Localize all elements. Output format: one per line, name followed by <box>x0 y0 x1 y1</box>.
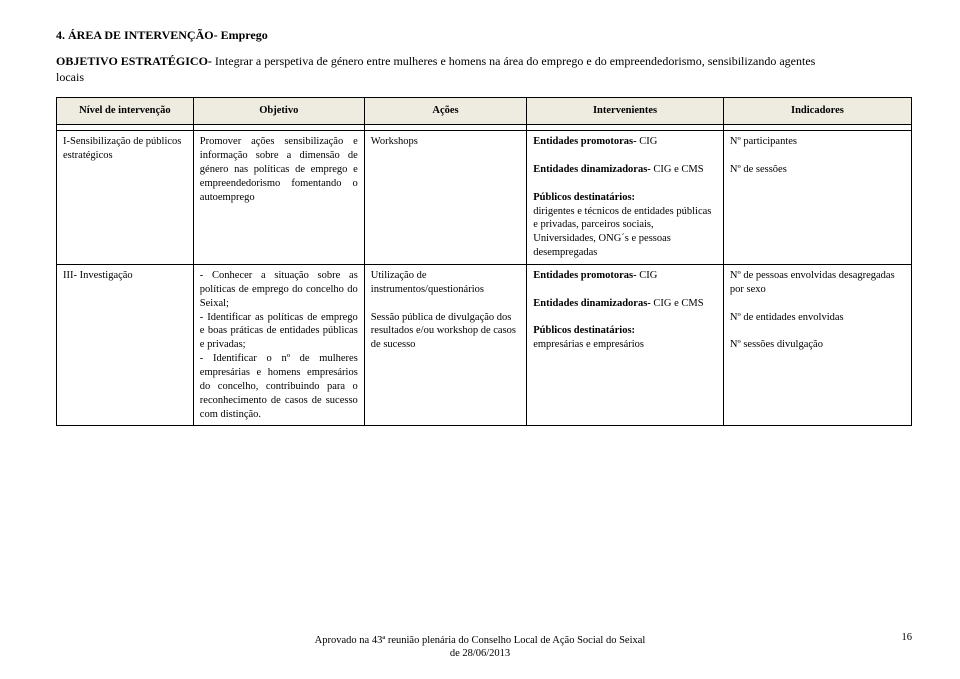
cell-indic: Nº de pessoas envolvidas desagregadas po… <box>723 264 911 425</box>
strategic-objective: OBJETIVO ESTRATÉGICO- Integrar a perspet… <box>56 53 836 85</box>
indic-line: Nº de sessões <box>730 164 787 175</box>
indic-line: Nº de pessoas envolvidas desagregadas po… <box>730 270 895 295</box>
cell-inter: Entidades promotoras- CIG Entidades dina… <box>527 264 724 425</box>
cell-inter: Entidades promotoras- CIG Entidades dina… <box>527 131 724 265</box>
inter-destinatarios-val: dirigentes e técnicos de entidades públi… <box>533 206 711 259</box>
inter-promotoras-label: Entidades promotoras- <box>533 270 636 281</box>
document-page: 4. ÁREA DE INTERVENÇÃO- Emprego OBJETIVO… <box>0 0 960 679</box>
indic-line: Nº de entidades envolvidas <box>730 312 844 323</box>
inter-promotoras-val: CIG <box>637 136 658 147</box>
cell-nivel: III- Investigação <box>57 264 194 425</box>
strategic-label: OBJETIVO ESTRATÉGICO- <box>56 54 215 68</box>
cell-indic: Nº participantes Nº de sessões <box>723 131 911 265</box>
table-header-row: Nível de intervenção Objetivo Ações Inte… <box>57 98 912 125</box>
col-header-nivel: Nível de intervenção <box>57 98 194 125</box>
inter-destinatarios-val: empresárias e empresários <box>533 339 644 350</box>
col-header-objetivo: Objetivo <box>193 98 364 125</box>
intervention-table: Nível de intervenção Objetivo Ações Inte… <box>56 97 912 426</box>
inter-destinatarios-label: Públicos destinatários: <box>533 325 635 336</box>
footer-line2: de 28/06/2013 <box>450 648 510 659</box>
footer-line1: Aprovado na 43ª reunião plenária do Cons… <box>315 635 646 646</box>
cell-objetivo: Promover ações sensibilização e informaç… <box>193 131 364 265</box>
inter-dinamizadoras-val: CIG e CMS <box>651 164 704 175</box>
section-heading: 4. ÁREA DE INTERVENÇÃO- Emprego <box>56 28 912 43</box>
col-header-acoes: Ações <box>364 98 526 125</box>
inter-promotoras-label: Entidades promotoras- <box>533 136 636 147</box>
indic-line: Nº sessões divulgação <box>730 339 823 350</box>
inter-dinamizadoras-label: Entidades dinamizadoras- <box>533 164 651 175</box>
cell-acoes: Workshops <box>364 131 526 265</box>
table-row: I-Sensibilização de públicos estratégico… <box>57 131 912 265</box>
page-footer: Aprovado na 43ª reunião plenária do Cons… <box>0 634 960 661</box>
col-header-indic: Indicadores <box>723 98 911 125</box>
inter-dinamizadoras-label: Entidades dinamizadoras- <box>533 298 651 309</box>
col-header-inter: Intervenientes <box>527 98 724 125</box>
cell-acoes: Utilização de instrumentos/questionários… <box>364 264 526 425</box>
inter-dinamizadoras-val: CIG e CMS <box>651 298 704 309</box>
indic-line: Nº participantes <box>730 136 797 147</box>
cell-nivel: I-Sensibilização de públicos estratégico… <box>57 131 194 265</box>
table-row: III- Investigação - Conhecer a situação … <box>57 264 912 425</box>
inter-promotoras-val: CIG <box>637 270 658 281</box>
cell-objetivo: - Conhecer a situação sobre as políticas… <box>193 264 364 425</box>
inter-destinatarios-label: Públicos destinatários: <box>533 192 635 203</box>
